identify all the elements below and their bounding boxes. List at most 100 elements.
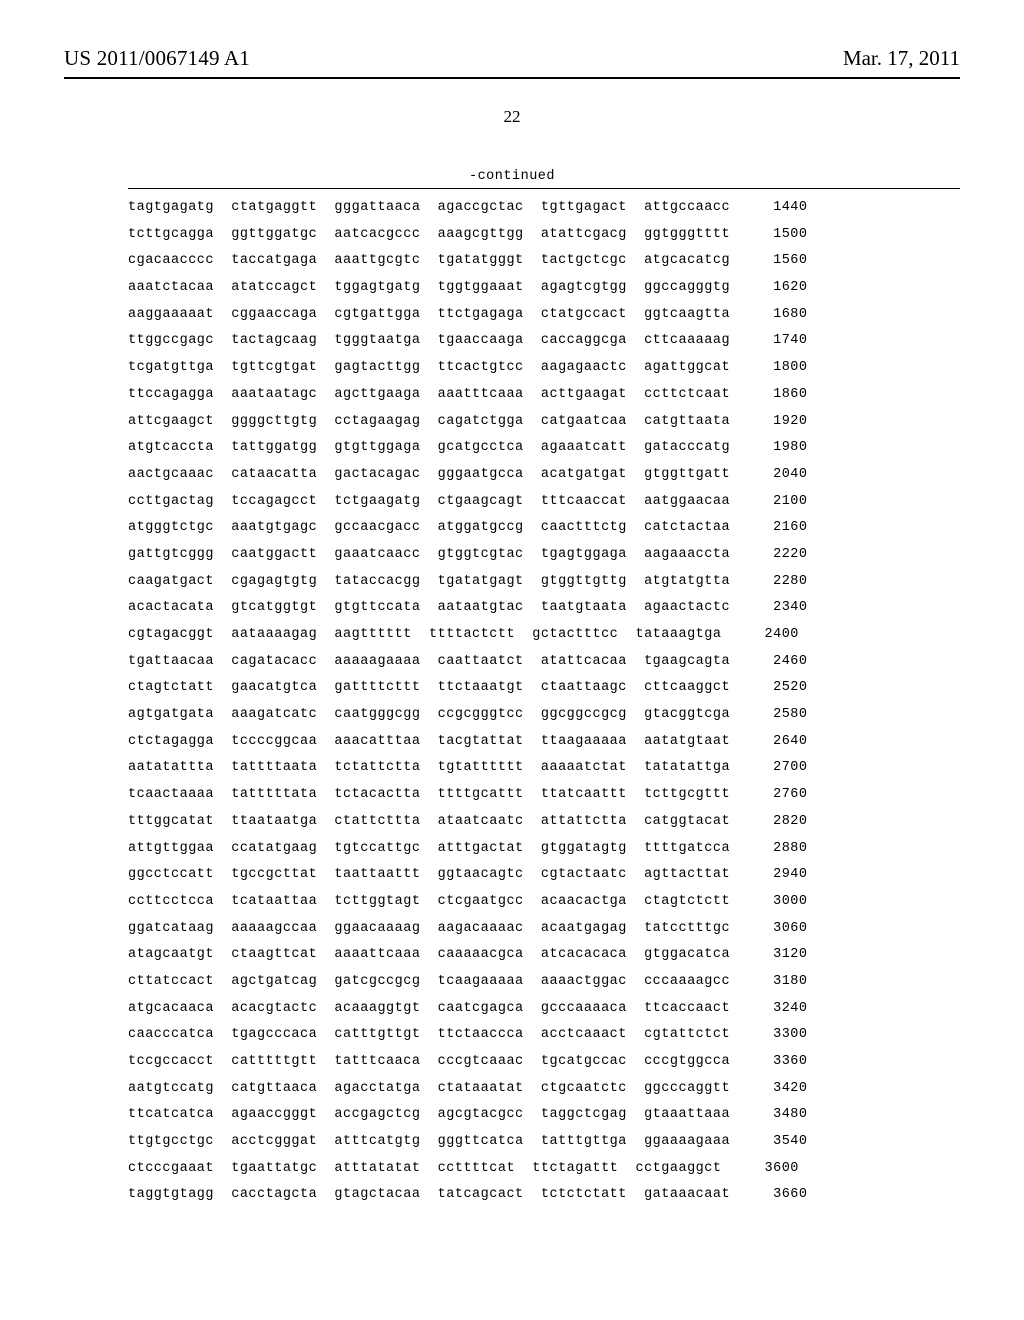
sequence-position: 3420 [730,1082,802,1096]
sequence-row: tccgccacct catttttgtt tatttcaaca cccgtca… [128,1055,960,1069]
sequence-position: 3000 [730,895,802,909]
sequence-position: 2040 [730,468,802,482]
sequence-position: 3180 [730,975,802,989]
sequence-position: 2820 [730,815,802,829]
sequence-groups: atgcacaaca acacgtactc acaaaggtgt caatcga… [128,1002,730,1016]
sequence-position: 1860 [730,388,802,402]
sequence-row: tttggcatat ttaataatga ctattcttta ataatca… [128,815,960,829]
sequence-row: attgttggaa ccatatgaag tgtccattgc atttgac… [128,842,960,856]
sequence-position: 2760 [730,788,802,802]
sequence-groups: caacccatca tgagcccaca catttgttgt ttctaac… [128,1028,730,1042]
sequence-position: 3480 [730,1108,802,1122]
sequence-groups: ctagtctatt gaacatgtca gattttcttt ttctaaa… [128,681,730,695]
sequence-row: atgtcaccta tattggatgg gtgttggaga gcatgcc… [128,441,960,455]
sequence-row: ctcccgaaat tgaattatgc atttatatat ccttttc… [128,1162,960,1176]
sequence-groups: agtgatgata aaagatcatc caatgggcgg ccgcggg… [128,708,730,722]
sequence-groups: ggatcataag aaaaagccaa ggaacaaaag aagacaa… [128,922,730,936]
sequence-groups: aactgcaaac cataacatta gactacagac gggaatg… [128,468,730,482]
sequence-row: attcgaagct ggggcttgtg cctagaagag cagatct… [128,415,960,429]
sequence-position: 2160 [730,521,802,535]
sequence-row: ctagtctatt gaacatgtca gattttcttt ttctaaa… [128,681,960,695]
sequence-row: agtgatgata aaagatcatc caatgggcgg ccgcggg… [128,708,960,722]
sequence-row: atgggtctgc aaatgtgagc gccaacgacc atggatg… [128,521,960,535]
sequence-position: 2280 [730,575,802,589]
sequence-row: tcttgcagga ggttggatgc aatcacgccc aaagcgt… [128,228,960,242]
sequence-position: 2400 [722,628,794,642]
sequence-position: 3300 [730,1028,802,1042]
sequence-row: acactacata gtcatggtgt gtgttccata aataatg… [128,601,960,615]
sequence-row: aatgtccatg catgttaaca agacctatga ctataaa… [128,1082,960,1096]
sequence-groups: tagtgagatg ctatgaggtt gggattaaca agaccgc… [128,201,730,215]
sequence-rule-top [128,188,960,189]
sequence-groups: aatatattta tattttaata tctattctta tgtattt… [128,761,730,775]
sequence-position: 2220 [730,548,802,562]
sequence-position: 2340 [730,601,802,615]
sequence-position: 1680 [730,308,802,322]
sequence-position: 2880 [730,842,802,856]
sequence-groups: tccgccacct catttttgtt tatttcaaca cccgtca… [128,1055,730,1069]
sequence-groups: attcgaagct ggggcttgtg cctagaagag cagatct… [128,415,730,429]
sequence-listing: tagtgagatg ctatgaggtt gggattaaca agaccgc… [128,201,960,1202]
sequence-row: aaggaaaaat cggaaccaga cgtgattgga ttctgag… [128,308,960,322]
sequence-row: ggcctccatt tgccgcttat taattaattt ggtaaca… [128,868,960,882]
sequence-row: tgattaacaa cagatacacc aaaaagaaaa caattaa… [128,655,960,669]
sequence-groups: ggcctccatt tgccgcttat taattaattt ggtaaca… [128,868,730,882]
sequence-row: tcgatgttga tgttcgtgat gagtacttgg ttcactg… [128,361,960,375]
sequence-position: 2520 [730,681,802,695]
sequence-groups: tcttgcagga ggttggatgc aatcacgccc aaagcgt… [128,228,730,242]
sequence-groups: aaggaaaaat cggaaccaga cgtgattgga ttctgag… [128,308,730,322]
sequence-groups: aaatctacaa atatccagct tggagtgatg tggtgga… [128,281,730,295]
sequence-groups: atgtcaccta tattggatgg gtgttggaga gcatgcc… [128,441,730,455]
sequence-row: tcaactaaaa tatttttata tctacactta ttttgca… [128,788,960,802]
sequence-row: cttatccact agctgatcag gatcgccgcg tcaagaa… [128,975,960,989]
header-rule [64,77,960,79]
sequence-position: 1920 [730,415,802,429]
sequence-groups: tgattaacaa cagatacacc aaaaagaaaa caattaa… [128,655,730,669]
sequence-groups: aatgtccatg catgttaaca agacctatga ctataaa… [128,1082,730,1096]
sequence-groups: gattgtcggg caatggactt gaaatcaacc gtggtcg… [128,548,730,562]
sequence-position: 2460 [730,655,802,669]
sequence-position: 1500 [730,228,802,242]
sequence-row: ggatcataag aaaaagccaa ggaacaaaag aagacaa… [128,922,960,936]
sequence-position: 3540 [730,1135,802,1149]
sequence-row: ttgtgcctgc acctcgggat atttcatgtg gggttca… [128,1135,960,1149]
sequence-position: 1800 [730,361,802,375]
sequence-position: 3240 [730,1002,802,1016]
sequence-row: ttcatcatca agaaccgggt accgagctcg agcgtac… [128,1108,960,1122]
sequence-groups: ttcatcatca agaaccgggt accgagctcg agcgtac… [128,1108,730,1122]
publication-date: Mar. 17, 2011 [843,46,960,71]
sequence-position: 2940 [730,868,802,882]
sequence-position: 1740 [730,334,802,348]
sequence-groups: ccttgactag tccagagcct tctgaagatg ctgaagc… [128,495,730,509]
sequence-position: 1560 [730,254,802,268]
sequence-groups: atagcaatgt ctaagttcat aaaattcaaa caaaaac… [128,948,730,962]
sequence-groups: ctcccgaaat tgaattatgc atttatatat ccttttc… [128,1162,722,1176]
sequence-groups: atgggtctgc aaatgtgagc gccaacgacc atggatg… [128,521,730,535]
sequence-row: ctctagagga tccccggcaa aaacatttaa tacgtat… [128,735,960,749]
sequence-row: ccttcctcca tcataattaa tcttggtagt ctcgaat… [128,895,960,909]
sequence-row: ttccagagga aaataatagc agcttgaaga aaatttc… [128,388,960,402]
sequence-row: taggtgtagg cacctagcta gtagctacaa tatcagc… [128,1188,960,1202]
sequence-row: cgtagacggt aataaaagag aagtttttt ttttactc… [128,628,960,642]
sequence-position: 3600 [722,1162,794,1176]
sequence-position: 2700 [730,761,802,775]
sequence-position: 1440 [730,201,802,215]
sequence-position: 3360 [730,1055,802,1069]
sequence-groups: tttggcatat ttaataatga ctattcttta ataatca… [128,815,730,829]
page-number: 22 [64,107,960,127]
sequence-row: caagatgact cgagagtgtg tataccacgg tgatatg… [128,575,960,589]
sequence-groups: caagatgact cgagagtgtg tataccacgg tgatatg… [128,575,730,589]
sequence-row: tagtgagatg ctatgaggtt gggattaaca agaccgc… [128,201,960,215]
sequence-groups: ttgtgcctgc acctcgggat atttcatgtg gggttca… [128,1135,730,1149]
sequence-groups: tcgatgttga tgttcgtgat gagtacttgg ttcactg… [128,361,730,375]
sequence-position: 1620 [730,281,802,295]
sequence-groups: attgttggaa ccatatgaag tgtccattgc atttgac… [128,842,730,856]
continued-label: -continued [64,169,960,184]
sequence-row: ttggccgagc tactagcaag tgggtaatga tgaacca… [128,334,960,348]
sequence-groups: ctctagagga tccccggcaa aaacatttaa tacgtat… [128,735,730,749]
sequence-groups: acactacata gtcatggtgt gtgttccata aataatg… [128,601,730,615]
sequence-position: 2580 [730,708,802,722]
sequence-row: ccttgactag tccagagcct tctgaagatg ctgaagc… [128,495,960,509]
sequence-position: 2100 [730,495,802,509]
sequence-row: aactgcaaac cataacatta gactacagac gggaatg… [128,468,960,482]
